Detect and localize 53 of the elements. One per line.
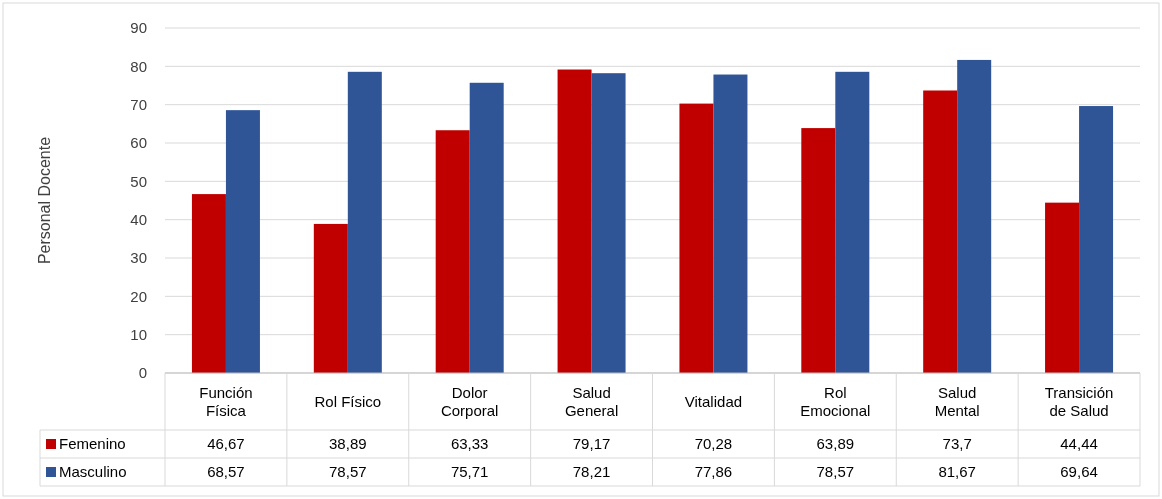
bar: [435, 130, 470, 373]
y-tick-label: 20: [130, 287, 147, 305]
data-label: 78,57: [329, 463, 367, 481]
data-label: 79,17: [572, 435, 611, 453]
data-label: 44,44: [1060, 435, 1098, 453]
x-tick-label: Función Física: [199, 383, 253, 419]
data-label: 81,67: [938, 463, 976, 481]
data-label: 69,64: [1060, 463, 1098, 481]
y-tick-label: 30: [130, 249, 147, 267]
x-tick-label: Vitalidad: [684, 392, 743, 410]
x-tick-label: Dolor Corporal: [440, 383, 499, 419]
y-tick-label: 0: [138, 364, 147, 382]
bar: [923, 90, 958, 373]
data-label: 68,57: [207, 463, 245, 481]
y-axis-title: Personal Docente: [36, 136, 53, 265]
data-label: 78,21: [572, 463, 611, 481]
bar: [801, 128, 836, 373]
y-tick-label: 40: [130, 210, 147, 228]
bar: [957, 59, 992, 373]
data-label: 46,67: [207, 435, 245, 453]
y-tick-label: 80: [130, 57, 147, 75]
bar: [591, 73, 626, 373]
data-label: 38,89: [329, 435, 367, 453]
x-tick-label: Salud Mental: [934, 383, 980, 419]
data-label: 77,86: [694, 463, 733, 481]
data-label: 73,7: [942, 435, 972, 453]
bar: [1079, 106, 1114, 373]
bar: [313, 223, 348, 373]
bar: [713, 74, 748, 373]
data-label: 78,57: [816, 463, 855, 481]
y-tick-label: 50: [130, 172, 147, 190]
y-tick-label: 90: [130, 19, 147, 37]
bar: [469, 82, 504, 373]
bar: [835, 71, 870, 373]
bar: [679, 103, 714, 373]
y-tick-label: 70: [130, 95, 147, 113]
x-tick-label: Transición de Salud: [1044, 383, 1114, 419]
legend-label: Femenino: [59, 435, 126, 453]
data-label: 63,33: [450, 435, 489, 453]
bar: [347, 71, 382, 373]
x-tick-label: Rol Físico: [314, 392, 382, 410]
y-tick-label: 10: [130, 325, 147, 343]
data-label: 63,89: [816, 435, 855, 453]
y-tick-label: 60: [130, 134, 147, 152]
data-label: 70,28: [694, 435, 733, 453]
x-tick-label: Rol Emocional: [800, 383, 871, 419]
data-label: 75,71: [450, 463, 489, 481]
x-tick-label: Salud General: [564, 383, 619, 419]
bar: [557, 69, 592, 373]
legend-label: Masculino: [59, 463, 127, 481]
bar: [1045, 202, 1080, 373]
bar: [225, 110, 260, 373]
bar: [191, 194, 226, 373]
